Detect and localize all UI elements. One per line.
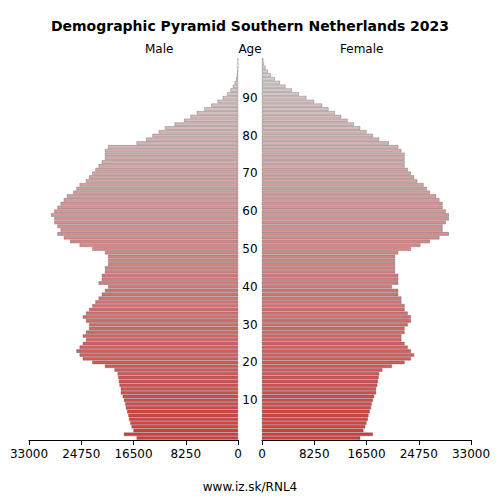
svg-text:Demographic Pyramid Southern N: Demographic Pyramid Southern Netherlands… xyxy=(51,18,449,34)
svg-text:30: 30 xyxy=(242,318,257,332)
svg-text:80: 80 xyxy=(242,129,257,143)
svg-text:0: 0 xyxy=(258,447,266,461)
svg-text:24750: 24750 xyxy=(400,447,438,461)
svg-text:8250: 8250 xyxy=(299,447,330,461)
svg-text:60: 60 xyxy=(242,204,257,218)
svg-text:0: 0 xyxy=(234,447,242,461)
svg-text:70: 70 xyxy=(242,166,257,180)
svg-text:www.iz.sk/RNL4: www.iz.sk/RNL4 xyxy=(203,480,297,494)
svg-text:20: 20 xyxy=(242,355,257,369)
svg-text:Age: Age xyxy=(238,42,261,56)
svg-text:24750: 24750 xyxy=(62,447,100,461)
svg-text:16500: 16500 xyxy=(114,447,152,461)
svg-text:33000: 33000 xyxy=(452,447,490,461)
svg-text:Male: Male xyxy=(145,42,173,56)
svg-text:16500: 16500 xyxy=(347,447,385,461)
svg-text:90: 90 xyxy=(242,91,257,105)
svg-text:40: 40 xyxy=(242,280,257,294)
svg-text:10: 10 xyxy=(242,393,257,407)
svg-text:50: 50 xyxy=(242,242,257,256)
svg-text:Female: Female xyxy=(340,42,383,56)
svg-text:8250: 8250 xyxy=(170,447,201,461)
svg-text:33000: 33000 xyxy=(10,447,48,461)
